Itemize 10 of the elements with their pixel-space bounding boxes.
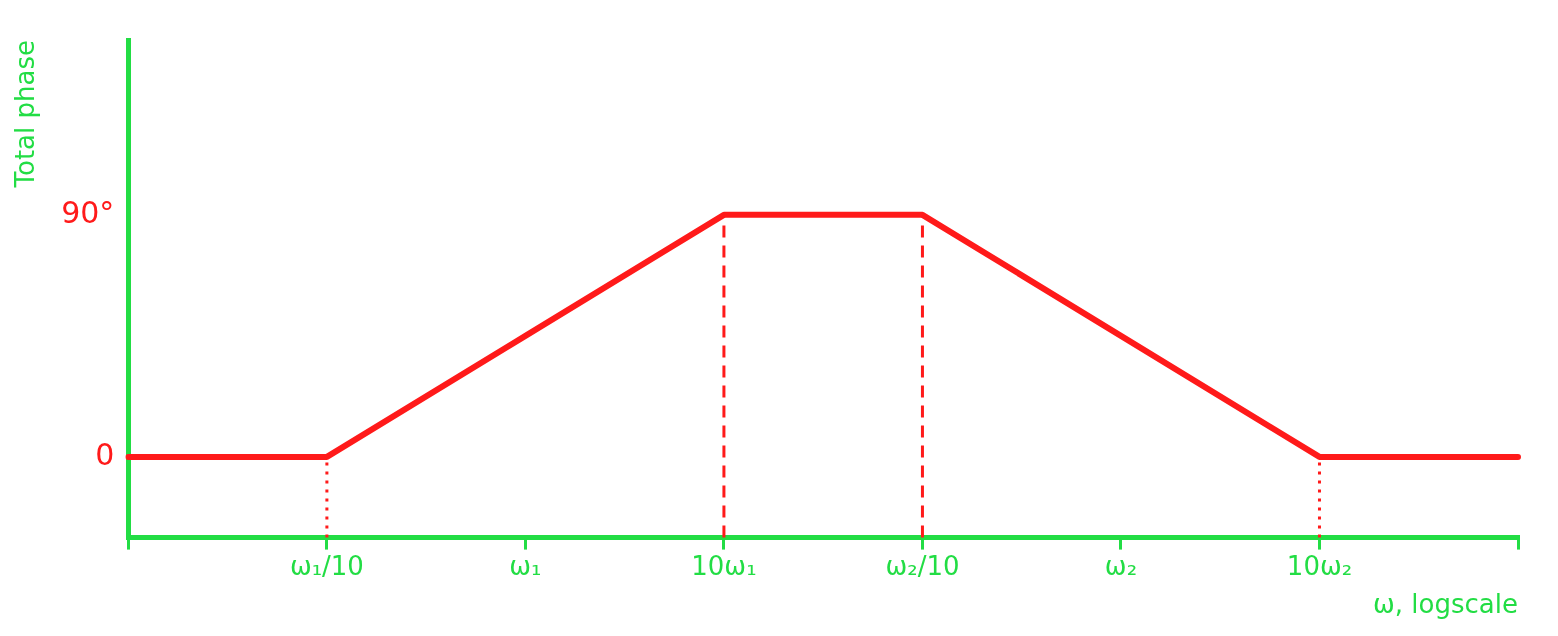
x-tick-label: 10ω₁ <box>691 550 757 581</box>
x-tick-label: ω₂/10 <box>885 550 960 581</box>
x-tick-label: ω₁ <box>509 550 542 581</box>
y-tick-label: 90° <box>61 194 115 230</box>
x-tick-label: ω₁/10 <box>289 550 364 581</box>
x-axis-title: ω, logscale <box>1373 589 1518 620</box>
x-tick-label: ω₂ <box>1104 550 1138 581</box>
y-axis-title: Total phase <box>10 40 41 189</box>
x-tick-label: 10ω₂ <box>1286 550 1353 581</box>
y-tick-label: 0 <box>95 436 115 472</box>
